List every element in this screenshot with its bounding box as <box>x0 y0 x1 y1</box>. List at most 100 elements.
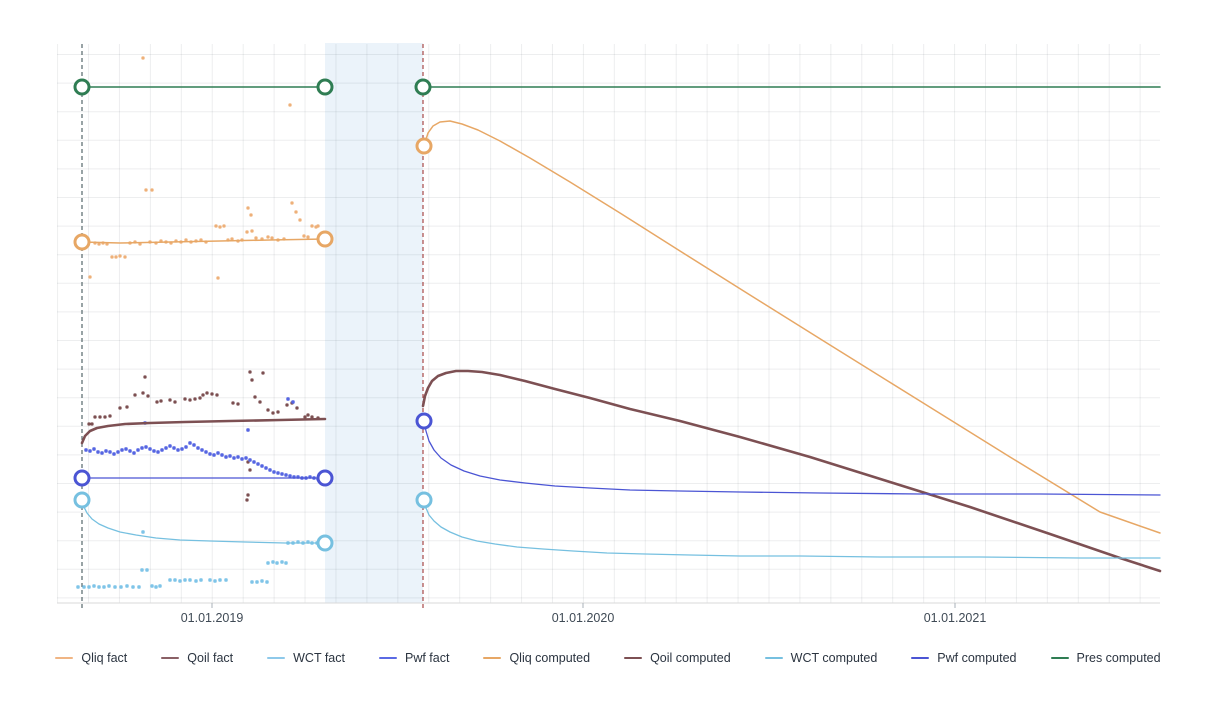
scatter-point <box>184 238 188 242</box>
scatter-point <box>183 397 187 401</box>
scatter-point <box>173 400 177 404</box>
scatter-point <box>194 579 198 583</box>
scatter-point <box>302 234 306 238</box>
x-tick-label: 01.01.2019 <box>181 611 244 625</box>
scatter-point <box>136 448 140 452</box>
scatter-point <box>125 584 129 588</box>
scatter-point <box>154 585 158 589</box>
scatter-point <box>291 400 295 404</box>
legend-item-qliq-computed[interactable]: Qliq computed <box>483 652 590 665</box>
scatter-point <box>93 415 97 419</box>
scatter-point <box>231 401 235 405</box>
legend-item-wct-fact[interactable]: WCT fact <box>267 652 345 665</box>
scatter-point <box>87 585 91 589</box>
scatter-point <box>205 391 209 395</box>
scatter-point <box>123 255 127 259</box>
scatter-point <box>125 405 129 409</box>
scatter-point <box>250 378 254 382</box>
scatter-series-pwf-fact <box>84 397 324 481</box>
scatter-series-qliq-fact <box>88 56 320 280</box>
legend-swatch-icon <box>483 657 502 660</box>
scatter-point <box>252 460 256 464</box>
series-line-qliq-computed <box>423 120 1161 534</box>
scatter-point <box>310 415 314 419</box>
scatter-point <box>133 393 137 397</box>
scatter-point <box>224 455 228 459</box>
scatter-point <box>140 446 144 450</box>
scatter-point <box>198 396 202 400</box>
scatter-point <box>250 229 254 233</box>
series-marker-pwf-computed <box>415 412 433 430</box>
series-marker-pres-computed <box>73 78 91 96</box>
scatter-point <box>272 470 276 474</box>
legend-item-pwf-computed[interactable]: Pwf computed <box>911 651 1017 665</box>
chart-plot-area: 01.01.2019 01.01.2020 01.01.2021 <box>57 43 1162 625</box>
legend-item-wct-computed[interactable]: WCT computed <box>764 652 877 665</box>
scatter-point <box>118 254 122 258</box>
scatter-point <box>265 580 269 584</box>
scatter-point <box>116 450 120 454</box>
legend-item-qoil-computed[interactable]: Qoil computed <box>624 652 731 665</box>
scatter-point <box>228 454 232 458</box>
scatter-point <box>76 585 80 589</box>
series-marker-pwf-computed <box>316 469 334 487</box>
scatter-point <box>260 579 264 583</box>
scatter-point <box>173 578 177 582</box>
scatter-point <box>110 255 114 259</box>
scatter-point <box>160 448 164 452</box>
scatter-point <box>159 399 163 403</box>
scatter-point <box>156 450 160 454</box>
scatter-point <box>196 446 200 450</box>
legend-swatch-icon <box>55 657 74 660</box>
scatter-point <box>188 578 192 582</box>
scatter-point <box>200 448 204 452</box>
scatter-point <box>268 468 272 472</box>
scatter-series-wct-fact <box>76 530 319 589</box>
scatter-point <box>183 578 187 582</box>
scatter-point <box>266 235 270 239</box>
scatter-point <box>88 449 92 453</box>
scatter-point <box>248 458 252 462</box>
scatter-point <box>222 224 226 228</box>
legend-label: Qliq fact <box>81 651 128 665</box>
series-line-wct-computed <box>423 499 1161 559</box>
scatter-point <box>114 255 118 259</box>
scatter-point <box>124 447 128 451</box>
scatter-point <box>193 397 197 401</box>
legend-item-qoil-fact[interactable]: Qoil fact <box>161 652 233 665</box>
series-line-qliq-computed <box>81 238 326 244</box>
series-marker-wct-computed <box>415 491 433 509</box>
legend-item-pres-computed[interactable]: Pres computed <box>1050 652 1161 665</box>
x-tick-label: 01.01.2020 <box>552 611 615 625</box>
scatter-point <box>250 580 254 584</box>
series-marker-wct-computed <box>73 491 91 509</box>
scatter-point <box>188 441 192 445</box>
scatter-point <box>310 224 314 228</box>
scatter-point <box>164 446 168 450</box>
scatter-point <box>216 276 220 280</box>
series-marker-pres-computed <box>414 78 432 96</box>
scatter-point <box>218 225 222 229</box>
scatter-point <box>148 447 152 451</box>
scatter-point <box>128 449 132 453</box>
scatter-point <box>152 449 156 453</box>
scatter-point <box>113 585 117 589</box>
legend-item-pwf-fact[interactable]: Pwf fact <box>378 652 449 665</box>
scatter-point <box>271 560 275 564</box>
scatter-point <box>280 560 284 564</box>
scatter-point <box>145 568 149 572</box>
scatter-point <box>150 188 154 192</box>
scatter-point <box>212 453 216 457</box>
legend-label: Qoil computed <box>650 651 731 665</box>
scatter-point <box>132 451 136 455</box>
legend-item-qliq-fact[interactable]: Qliq fact <box>55 652 127 665</box>
scatter-point <box>216 451 220 455</box>
scatter-point <box>294 210 298 214</box>
scatter-point <box>140 568 144 572</box>
scatter-point <box>303 415 307 419</box>
scatter-point <box>82 585 86 589</box>
legend-label: Pwf computed <box>937 651 1017 665</box>
scatter-point <box>96 450 100 454</box>
scatter-point <box>107 584 111 588</box>
